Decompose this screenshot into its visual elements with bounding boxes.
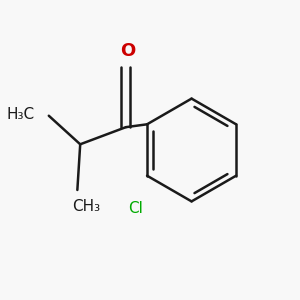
Text: CH₃: CH₃ [72,199,100,214]
Text: O: O [120,42,135,60]
Text: H₃C: H₃C [6,107,34,122]
Text: Cl: Cl [128,201,143,216]
